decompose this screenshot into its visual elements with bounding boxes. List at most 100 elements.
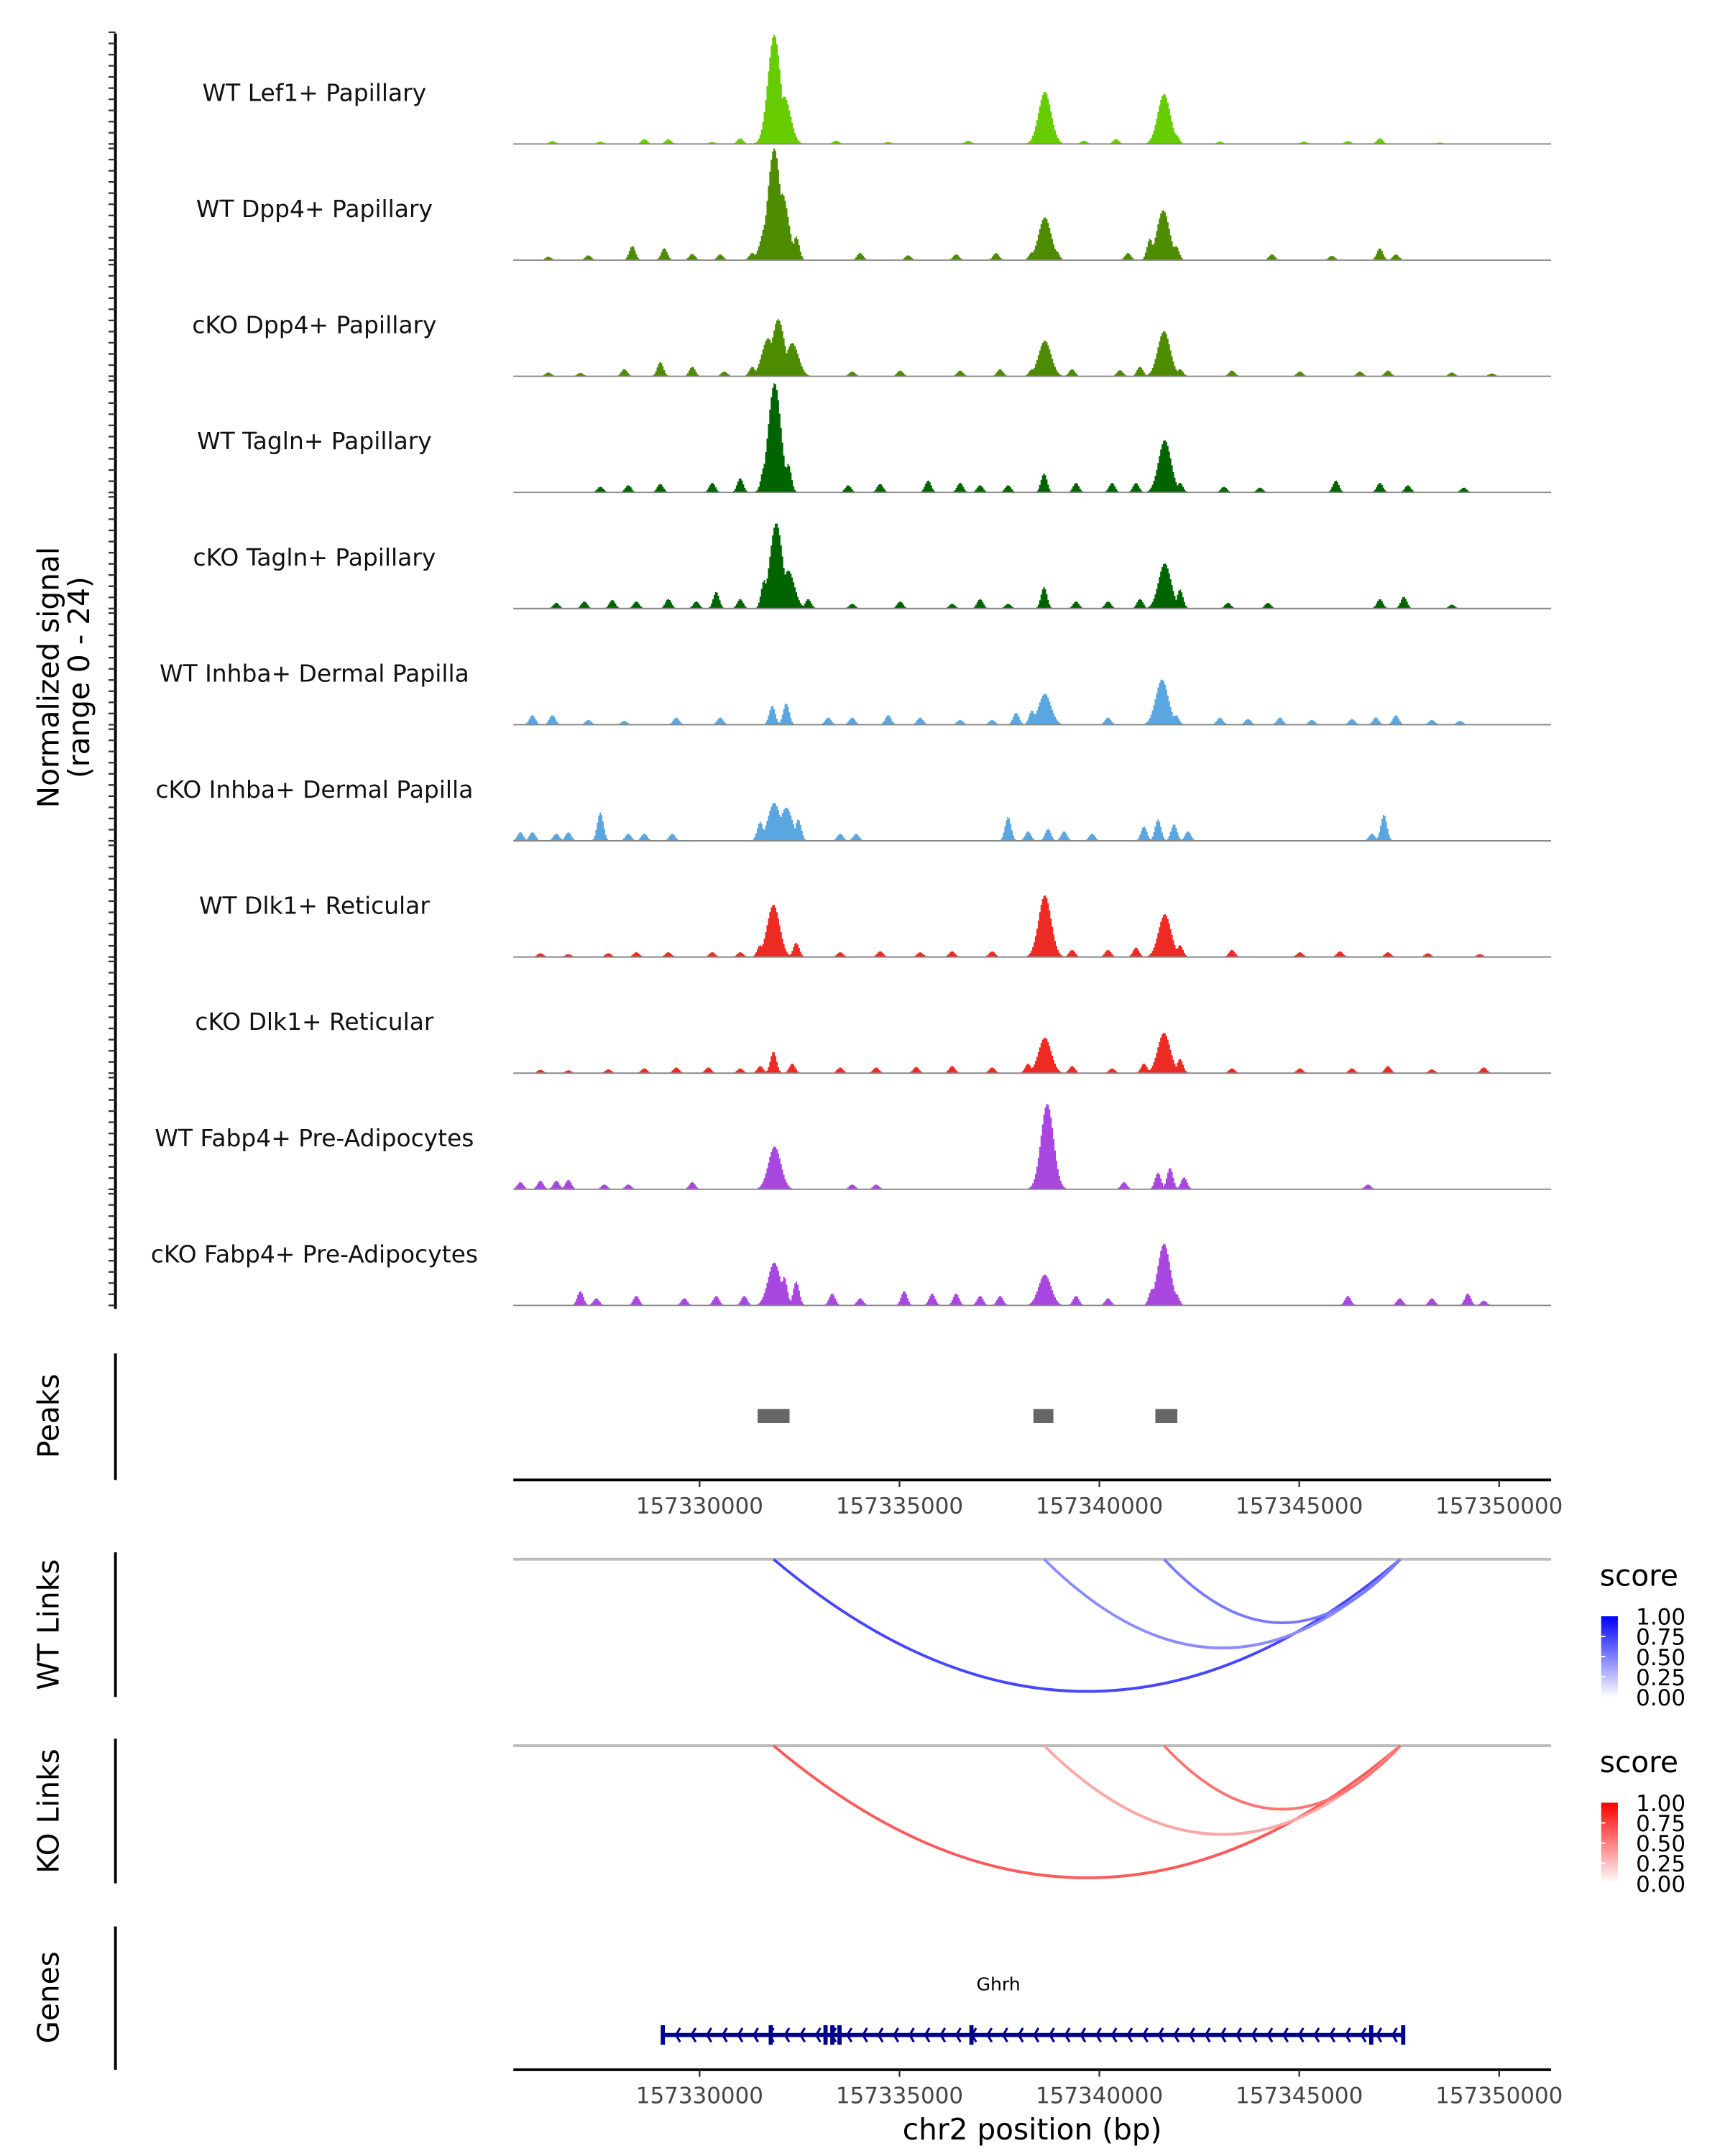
- track-label: cKO Fabp4+ Pre-Adipocytes: [151, 1240, 478, 1268]
- strand-arrow-icon: [1048, 2027, 1055, 2043]
- x-tick-label: 157340000: [1036, 1493, 1163, 1519]
- coverage-area: [513, 523, 1552, 609]
- gene-name: Ghrh: [976, 1974, 1020, 1995]
- x-tick-label: 157335000: [836, 2083, 963, 2109]
- coverage-area: [513, 895, 1552, 957]
- coverage-area: [513, 319, 1552, 377]
- strand-arrow-icon: [706, 2027, 712, 2043]
- coverage-area: [513, 148, 1552, 260]
- coverage-track: WT Inhba+ Dermal Papilla: [160, 659, 1552, 726]
- coverage-track: cKO Inhba+ Dermal Papilla: [155, 775, 1552, 842]
- peak-region: [758, 1409, 790, 1423]
- legend-tick-label: 0.25: [1636, 1851, 1685, 1877]
- coverage-tracks: WT Lef1+ Papillary WT Dpp4+ Papillary cKO …: [151, 34, 1552, 1307]
- x-axis-top: 157330000 157335000 157340000 157345000 1573…: [513, 1478, 1563, 1519]
- genes-track: Ghrh: [661, 1974, 1406, 2045]
- x-tick-label: 157345000: [1236, 1493, 1363, 1519]
- x-tick-label: 157340000: [1036, 2083, 1163, 2109]
- gene-exon: [1401, 2025, 1406, 2045]
- coverage-track: cKO Dlk1+ Reticular: [195, 1008, 1552, 1074]
- strand-arrow-icon: [1391, 2027, 1398, 2043]
- strand-arrow-icon: [1360, 2027, 1367, 2043]
- coverage-track: WT Dlk1+ Reticular: [199, 892, 1552, 958]
- legend-tick-label: 0.75: [1636, 1811, 1685, 1837]
- track-label: cKO Dpp4+ Papillary: [192, 311, 436, 339]
- x-tick-label: 157330000: [636, 1493, 763, 1519]
- legend-tick-label: 0.75: [1636, 1625, 1685, 1651]
- x-tick-label: 157350000: [1435, 2083, 1563, 2109]
- strand-arrow-icon: [1126, 2027, 1133, 2043]
- wt-score-legend: score 1.000.750.500.250.00: [1600, 1558, 1685, 1710]
- coverage-area: [513, 1243, 1552, 1306]
- wt-links-track: [513, 1557, 1552, 1693]
- strand-arrow-icon: [939, 2027, 947, 2043]
- legend-title: score: [1600, 1558, 1678, 1593]
- strand-arrow-icon: [690, 2027, 697, 2043]
- strand-arrow-icon: [924, 2027, 931, 2043]
- x-axis-title: chr2 position (bp): [903, 2112, 1162, 2147]
- x-tick-label: 157350000: [1435, 1493, 1563, 1519]
- gene-exon: [823, 2025, 828, 2045]
- peak-region: [1033, 1409, 1054, 1423]
- legend-tick-label: 0.00: [1636, 1871, 1685, 1897]
- strand-arrow-icon: [1189, 2027, 1195, 2043]
- strand-arrow-icon: [908, 2027, 915, 2043]
- legend-tick-label: 1.00: [1636, 1605, 1685, 1631]
- strand-arrow-icon: [1173, 2027, 1180, 2043]
- peak-region: [1155, 1409, 1178, 1423]
- coverage-area: [513, 803, 1552, 841]
- gene-exon: [661, 2025, 666, 2045]
- strand-arrow-icon: [783, 2027, 791, 2043]
- strand-arrow-icon: [799, 2027, 806, 2043]
- strand-arrow-icon: [1157, 2027, 1164, 2043]
- strand-arrow-icon: [1141, 2027, 1149, 2043]
- coverage-track: cKO Tagln+ Papillary: [193, 523, 1552, 609]
- gene-exon: [969, 2025, 974, 2045]
- strand-arrow-icon: [1001, 2027, 1008, 2043]
- strand-arrow-icon: [1297, 2027, 1305, 2043]
- strand-arrow-icon: [814, 2027, 822, 2043]
- strand-arrow-icon: [1329, 2027, 1336, 2043]
- legend-tick-label: 0.50: [1636, 1645, 1685, 1671]
- strand-arrow-icon: [846, 2027, 853, 2043]
- track-label: WT Fabp4+ Pre-Adipocytes: [155, 1124, 474, 1152]
- track-label: WT Inhba+ Dermal Papilla: [160, 659, 469, 687]
- gene-exon: [768, 2025, 773, 2045]
- strand-arrow-icon: [986, 2027, 993, 2043]
- strand-arrow-icon: [1095, 2027, 1102, 2043]
- track-label: WT Tagln+ Papillary: [197, 427, 432, 455]
- strand-arrow-icon: [1220, 2027, 1227, 2043]
- track-label: WT Dpp4+ Papillary: [196, 195, 433, 223]
- strand-arrow-icon: [721, 2027, 728, 2043]
- x-tick-label: 157335000: [836, 1493, 963, 1519]
- coverage-track: WT Tagln+ Papillary: [197, 383, 1552, 494]
- gene-exon: [830, 2025, 834, 2045]
- track-label: WT Lef1+ Papillary: [203, 78, 427, 106]
- strand-arrow-icon: [753, 2027, 759, 2043]
- legend-tick-label: 1.00: [1636, 1791, 1685, 1817]
- coverage-area: [513, 1033, 1552, 1074]
- strand-arrow-icon: [877, 2027, 884, 2043]
- coverage-track: WT Fabp4+ Pre-Adipocytes: [155, 1104, 1552, 1190]
- y-axis: [108, 31, 117, 1309]
- track-label: WT Dlk1+ Reticular: [199, 892, 430, 920]
- coverage-track: cKO Fabp4+ Pre-Adipocytes: [151, 1240, 1552, 1307]
- strand-arrow-icon: [1251, 2027, 1258, 2043]
- ko-score-legend: score 1.000.750.500.250.00: [1600, 1745, 1685, 1897]
- gene-exon: [1368, 2025, 1374, 2045]
- link-arc: [1163, 1558, 1402, 1624]
- strand-arrow-icon: [893, 2027, 900, 2043]
- link-arc: [773, 1558, 1402, 1693]
- coverage-area: [513, 1104, 1552, 1189]
- legend-tick-label: 0.00: [1636, 1685, 1685, 1711]
- y-axis-title-line2: (range 0 - 24): [62, 576, 96, 778]
- strand-arrow-icon: [1080, 2027, 1087, 2043]
- coverage-area: [513, 34, 1552, 144]
- link-arc: [1163, 1744, 1402, 1811]
- strand-arrow-icon: [1344, 2027, 1351, 2043]
- track-label: cKO Tagln+ Papillary: [193, 543, 436, 571]
- x-tick-label: 157345000: [1236, 2083, 1363, 2109]
- coverage-area: [513, 679, 1552, 725]
- legend-tick-label: 0.25: [1636, 1665, 1685, 1691]
